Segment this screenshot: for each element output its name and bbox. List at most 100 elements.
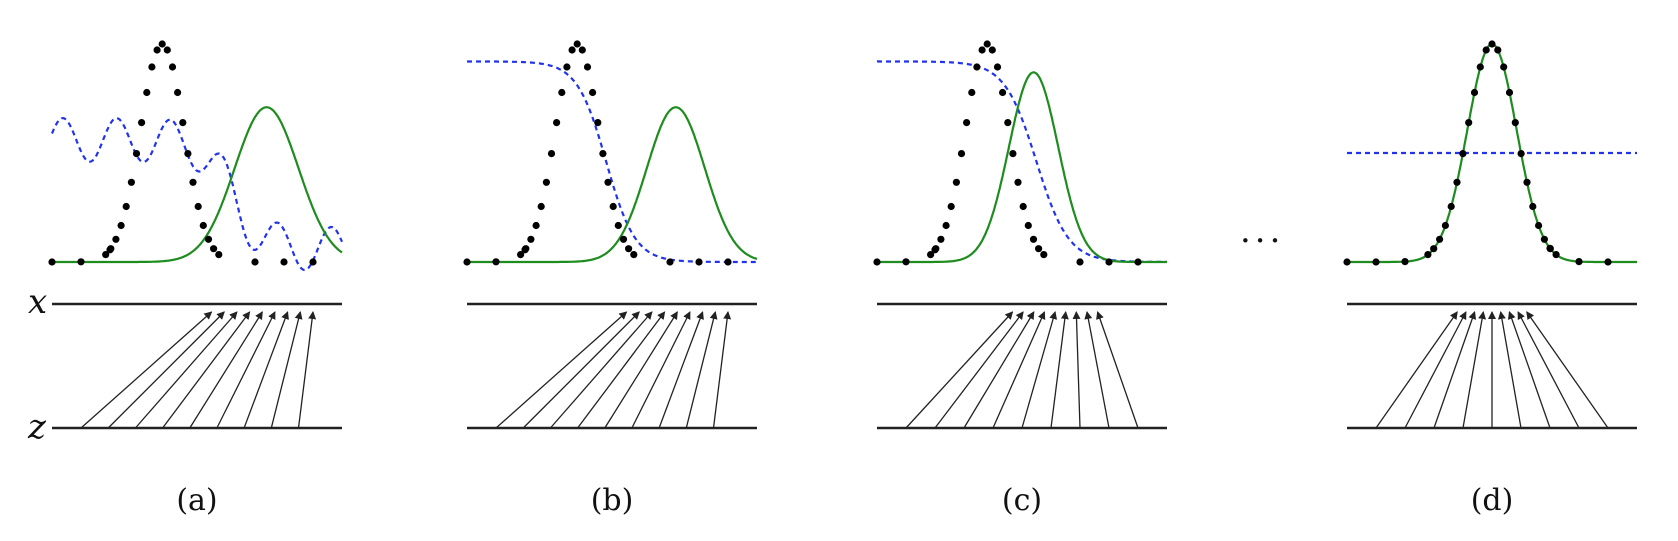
generator-distribution-curve	[52, 106, 343, 264]
data-point	[1523, 178, 1531, 186]
data-point	[873, 258, 881, 266]
data-point	[132, 150, 141, 158]
data-point	[1372, 258, 1380, 266]
data-point	[1343, 258, 1351, 266]
data-point	[952, 178, 961, 186]
panel-caption: (d)	[1471, 483, 1514, 518]
mapping-arrows	[1375, 311, 1609, 429]
data-point	[1004, 119, 1012, 127]
data-point	[1575, 258, 1583, 266]
data-point	[112, 235, 120, 243]
mapping-arrow	[1526, 311, 1609, 429]
data-point	[625, 245, 633, 253]
mapping-arrow	[522, 311, 640, 429]
data-point	[309, 258, 317, 266]
mapping-arrows	[80, 311, 317, 429]
data-point	[1535, 221, 1543, 230]
mapping-arrow	[134, 311, 238, 429]
data-point	[563, 63, 571, 71]
data-point	[927, 251, 935, 259]
data-point	[280, 258, 288, 266]
data-point	[614, 221, 622, 230]
data-point	[1430, 245, 1438, 253]
data-point	[522, 245, 530, 253]
data-point	[463, 258, 471, 266]
data-point	[594, 119, 602, 127]
data-point	[48, 258, 56, 266]
data-point	[983, 40, 991, 48]
data-point	[527, 235, 535, 243]
data-point	[1552, 251, 1560, 259]
data-point	[1494, 46, 1502, 54]
generator-distribution-curve	[877, 71, 1167, 264]
panel-caption: (c)	[1002, 483, 1042, 518]
mapping-arrow	[495, 311, 628, 429]
data-point	[143, 88, 151, 97]
data-point	[583, 63, 592, 71]
data-distribution-dots	[463, 40, 732, 266]
data-point	[189, 178, 197, 186]
mapping-arrow	[270, 311, 303, 429]
data-point	[547, 150, 556, 158]
mapping-arrow	[1375, 311, 1458, 429]
data-point	[210, 245, 218, 253]
mapping-arrow	[712, 311, 732, 429]
mapping-arrow	[1050, 311, 1069, 429]
data-point	[1424, 251, 1432, 259]
x-axis-label: x	[28, 282, 47, 322]
generator-distribution-curve	[467, 106, 758, 264]
discriminator-curve	[467, 60, 757, 264]
data-point	[1447, 202, 1455, 211]
data-point	[578, 46, 586, 54]
data-point	[184, 150, 192, 158]
mapping-arrow	[577, 311, 666, 429]
data-point	[568, 46, 576, 54]
data-point	[1476, 63, 1484, 71]
data-point	[1529, 202, 1537, 211]
data-point	[724, 258, 732, 266]
data-point	[1604, 258, 1612, 266]
data-point	[1488, 40, 1496, 48]
data-point	[138, 119, 146, 127]
data-distribution-dots	[873, 40, 1142, 266]
mapping-arrow	[162, 311, 251, 429]
data-point	[573, 40, 581, 48]
data-point	[194, 202, 202, 211]
data-distribution-dots	[48, 40, 317, 266]
data-point	[599, 150, 607, 158]
data-point	[1505, 88, 1514, 97]
data-point	[122, 202, 130, 211]
data-point	[609, 202, 617, 211]
mapping-arrow	[631, 311, 691, 429]
data-point	[1453, 178, 1461, 186]
data-point	[215, 251, 223, 259]
data-point	[1459, 150, 1467, 158]
data-point	[553, 119, 561, 127]
mapping-arrows	[905, 311, 1139, 429]
data-point	[158, 40, 166, 48]
data-point	[517, 251, 525, 259]
data-point	[148, 63, 156, 71]
panel-b: (b)	[463, 40, 758, 518]
data-point	[1076, 258, 1084, 266]
data-point	[993, 63, 1002, 71]
data-point	[1105, 258, 1113, 266]
data-point	[492, 258, 500, 266]
data-point	[1436, 235, 1444, 243]
mapping-arrow	[1404, 311, 1467, 429]
mapping-arrow	[243, 311, 289, 429]
mapping-arrow	[658, 311, 704, 429]
panel-caption: (b)	[591, 483, 634, 518]
data-point	[174, 88, 182, 97]
mapping-arrow	[1517, 311, 1580, 429]
data-point	[902, 258, 910, 266]
mapping-arrow	[1462, 311, 1487, 429]
data-point	[1401, 258, 1409, 266]
mapping-arrow	[107, 311, 225, 429]
data-point	[932, 245, 940, 253]
mapping-arrow	[1507, 311, 1551, 429]
data-point	[1500, 63, 1508, 71]
data-point	[1482, 46, 1490, 54]
data-point	[978, 46, 986, 54]
data-point	[957, 150, 966, 158]
